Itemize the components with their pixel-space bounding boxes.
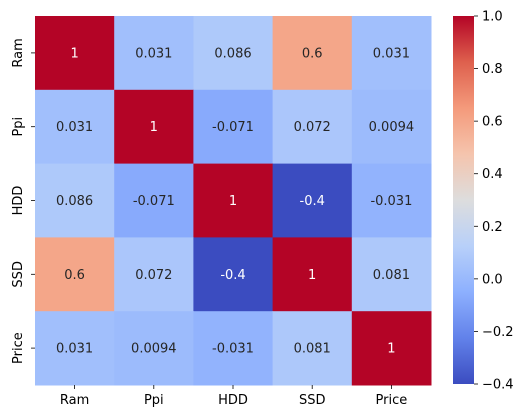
colorbar-tick-label: −0.4 [482,378,514,393]
heatmap-cell-label: 0.072 [135,268,172,283]
heatmap-cell-label: 0.031 [135,46,172,61]
heatmap-cell-label: -0.4 [220,268,245,283]
heatmap-cell-label: 0.081 [294,342,331,357]
heatmap-cell [35,163,115,238]
heatmap-cell [351,163,432,238]
heatmap-cell [272,311,353,386]
heatmap-cell-label: -0.071 [212,120,254,135]
heatmap-cell-label: 0.072 [294,120,331,135]
heatmap-cell [351,311,432,386]
heatmap-cell [351,237,432,312]
heatmap-cell [272,237,353,312]
colorbar-gradient [453,16,474,384]
heatmap-cell [272,16,353,91]
colorbar: −0.4 −0.2 0.0 0.2 0.4 0.6 0.8 1.0 [453,10,514,393]
x-tick-label: SSD [299,393,326,408]
heatmap-cell [272,89,353,165]
heatmap-cell-label: 0.6 [302,46,323,61]
heatmap-cell [193,311,274,386]
heatmap-cells: 1 0.031 0.086 0.6 0.031 0.031 1 -0.071 0.072 0.00… [35,16,432,386]
heatmap-cell-label: 0.6 [64,268,85,283]
heatmap-cell-label: -0.031 [212,342,254,357]
heatmap-cell [35,89,115,165]
colorbar-tick-label: 0.2 [482,220,503,235]
heatmap-cell [272,163,353,238]
heatmap-cell-label: 1 [150,120,158,135]
x-axis-ticks: Ram Ppi HDD SSD Price [60,385,407,408]
heatmap-cell [114,311,194,386]
heatmap-cell [35,16,115,91]
heatmap-cell-label: 0.031 [56,120,93,135]
y-tick-label: Price [11,332,26,364]
heatmap-cell [193,237,274,312]
heatmap-cell-label: 1 [70,46,78,61]
colorbar-tick-label: 0.4 [482,167,503,182]
heatmap-cell-label: 0.031 [56,342,93,357]
heatmap-cell-label: 0.031 [373,46,410,61]
colorbar-tick-label: 0.6 [482,115,503,130]
heatmap-cell [114,237,194,312]
heatmap-cell-label: -0.031 [370,194,412,209]
heatmap-cell [193,163,274,238]
y-tick-label: HDD [11,186,26,216]
x-tick-label: HDD [218,393,248,408]
heatmap-cell-label: 1 [229,194,237,209]
colorbar-tick-label: 0.8 [482,62,503,77]
y-tick-label: Ppi [11,117,26,137]
heatmap-cell-label: 0.086 [56,194,93,209]
heatmap-cell [193,16,274,91]
heatmap-cell [193,89,274,165]
heatmap-cell-label: -0.071 [133,194,175,209]
colorbar-tick-label: 1.0 [482,10,503,25]
heatmap-cell [35,311,115,386]
heatmap-cell [351,89,432,165]
heatmap-cell-label: 0.086 [214,46,251,61]
heatmap-cell [114,163,194,238]
heatmap-cell [35,237,115,312]
x-tick-label: Ram [60,393,89,408]
colorbar-tick-label: 0.0 [482,272,503,287]
heatmap-cell-label: 1 [308,268,316,283]
y-tick-label: Ram [11,38,26,67]
y-axis-ticks: Ram Ppi HDD SSD Price [11,38,35,364]
x-tick-label: Ppi [144,393,164,408]
heatmap-cell [351,16,432,91]
x-tick-label: Price [376,393,408,408]
y-tick-label: SSD [11,261,26,288]
heatmap-cell-label: 0.0094 [131,342,177,357]
heatmap-cell-label: 1 [387,342,395,357]
heatmap-cell [114,89,194,165]
colorbar-tick-label: −0.2 [482,325,514,340]
heatmap-cell-label: 0.081 [373,268,410,283]
heatmap-cell [114,16,194,91]
heatmap-cell-label: 0.0094 [369,120,415,135]
heatmap-cell-label: -0.4 [300,194,325,209]
